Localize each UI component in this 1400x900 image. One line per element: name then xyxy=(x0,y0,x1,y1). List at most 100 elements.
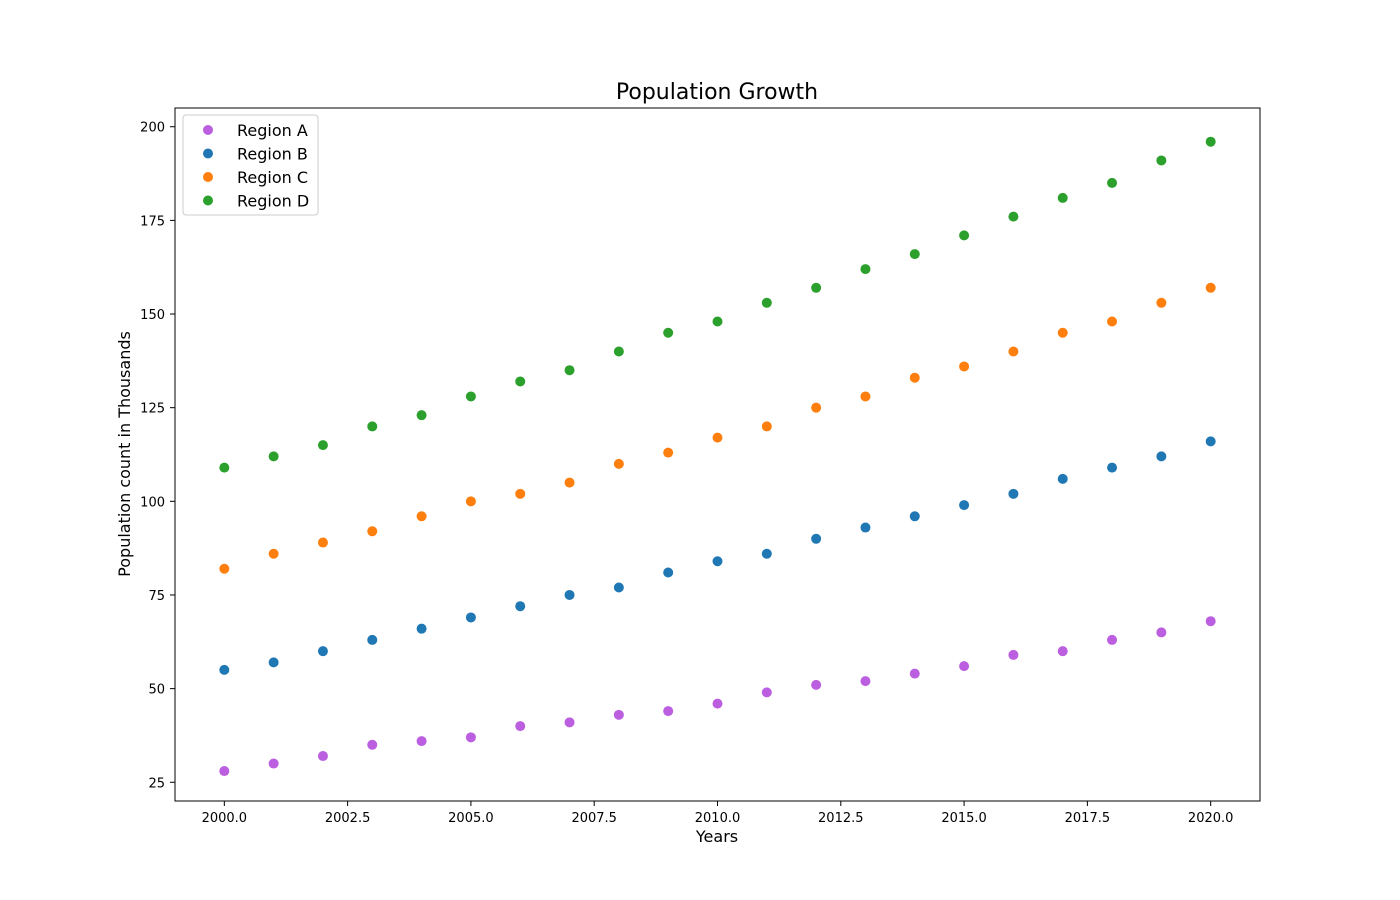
data-point xyxy=(1205,282,1216,293)
data-point xyxy=(564,589,575,600)
data-point xyxy=(860,264,871,275)
series-region-d xyxy=(219,136,1216,473)
legend: Region A Region B Region C Region D xyxy=(182,114,319,216)
data-point xyxy=(1008,211,1019,222)
data-point xyxy=(219,664,230,675)
data-points xyxy=(219,136,1216,777)
data-point xyxy=(959,230,970,241)
data-point xyxy=(811,533,822,544)
legend-label: Region C xyxy=(237,168,308,187)
data-point xyxy=(268,451,279,462)
data-point xyxy=(219,462,230,473)
data-point xyxy=(1107,634,1118,645)
data-point xyxy=(761,548,772,559)
data-point xyxy=(416,736,427,747)
data-point xyxy=(1205,616,1216,627)
data-point xyxy=(515,721,526,732)
data-point xyxy=(663,327,674,338)
y-axis: 25 50 75 100 125 150 175 200 xyxy=(140,121,175,791)
data-point xyxy=(761,687,772,698)
data-point xyxy=(663,706,674,717)
data-point xyxy=(712,698,723,709)
data-point xyxy=(909,372,920,383)
data-point xyxy=(367,634,378,645)
data-point xyxy=(367,739,378,750)
data-point xyxy=(367,526,378,537)
x-tick-label: 2015.0 xyxy=(941,811,987,826)
data-point xyxy=(564,365,575,376)
x-tick-label: 2000.0 xyxy=(202,811,248,826)
data-point xyxy=(613,582,624,593)
data-point xyxy=(1057,473,1068,484)
data-point xyxy=(564,717,575,728)
data-point xyxy=(663,567,674,578)
data-point xyxy=(1008,649,1019,660)
data-point xyxy=(613,458,624,469)
data-point xyxy=(515,488,526,499)
chart-title: Population Growth xyxy=(616,80,818,105)
legend-marker xyxy=(203,148,213,159)
data-point xyxy=(1156,155,1167,166)
legend-marker xyxy=(203,195,213,206)
data-point xyxy=(909,511,920,522)
data-point xyxy=(465,496,476,507)
x-tick-label: 2007.5 xyxy=(571,811,617,826)
data-point xyxy=(761,421,772,432)
data-point xyxy=(909,249,920,260)
data-point xyxy=(564,477,575,488)
legend-label: Region D xyxy=(237,192,309,211)
data-point xyxy=(465,732,476,743)
data-point xyxy=(515,601,526,612)
data-point xyxy=(317,537,328,548)
data-point xyxy=(959,661,970,672)
data-point xyxy=(219,563,230,574)
data-point xyxy=(1156,451,1167,462)
y-axis-label: Population count in Thousands xyxy=(115,331,134,577)
data-point xyxy=(465,391,476,402)
data-point xyxy=(268,657,279,668)
data-point xyxy=(712,432,723,443)
data-point xyxy=(860,676,871,687)
data-point xyxy=(268,548,279,559)
data-point xyxy=(219,766,230,777)
data-point xyxy=(268,758,279,769)
data-point xyxy=(1057,192,1068,203)
data-point xyxy=(1008,488,1019,499)
x-tick-label: 2010.0 xyxy=(695,811,741,826)
series-region-c xyxy=(219,282,1216,574)
x-tick-label: 2002.5 xyxy=(325,811,371,826)
data-point xyxy=(959,361,970,372)
y-tick-label: 100 xyxy=(140,495,165,510)
data-point xyxy=(1156,297,1167,308)
x-axis: 2000.0 2002.5 2005.0 2007.5 2010.0 2012.5 2015… xyxy=(202,801,1234,826)
legend-marker xyxy=(203,125,213,135)
data-point xyxy=(367,421,378,432)
y-tick-label: 25 xyxy=(148,776,165,791)
data-point xyxy=(811,402,822,413)
data-point xyxy=(712,556,723,567)
data-point xyxy=(1008,346,1019,357)
data-point xyxy=(909,668,920,679)
data-point xyxy=(416,410,427,421)
x-tick-label: 2020.0 xyxy=(1188,811,1234,826)
data-point xyxy=(1156,627,1167,638)
data-point xyxy=(416,623,427,634)
legend-label: Region B xyxy=(237,145,308,164)
data-point xyxy=(811,282,822,293)
data-point xyxy=(1107,177,1118,188)
y-tick-label: 50 xyxy=(148,683,165,698)
y-tick-label: 75 xyxy=(148,589,165,604)
x-tick-label: 2005.0 xyxy=(448,811,494,826)
x-tick-label: 2012.5 xyxy=(818,811,864,826)
data-point xyxy=(317,440,328,451)
data-point xyxy=(613,346,624,357)
data-point xyxy=(1057,327,1068,338)
data-point xyxy=(465,612,476,623)
x-axis-label: Years xyxy=(695,827,738,846)
data-point xyxy=(1205,136,1216,147)
y-tick-label: 125 xyxy=(140,402,165,417)
series-region-a xyxy=(219,616,1216,777)
legend-label: Region A xyxy=(237,121,308,140)
data-point xyxy=(811,679,822,690)
